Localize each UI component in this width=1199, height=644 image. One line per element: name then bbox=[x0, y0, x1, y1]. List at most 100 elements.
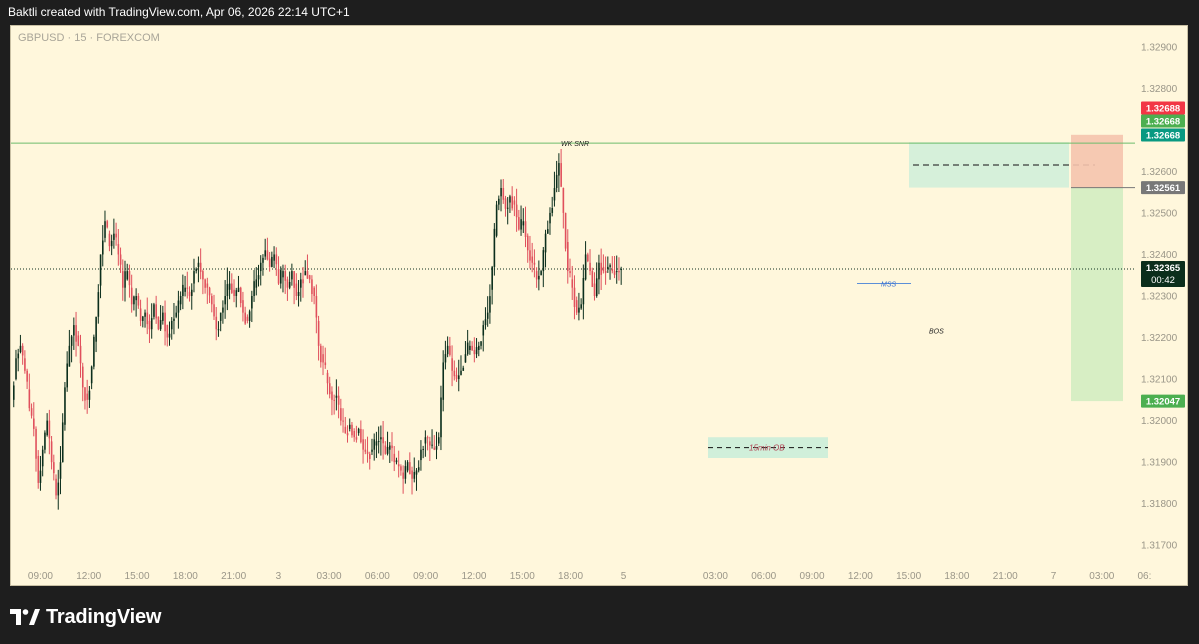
candle bbox=[124, 260, 126, 302]
candle bbox=[164, 300, 166, 346]
candle bbox=[202, 269, 204, 295]
price-chart[interactable]: 15min OB WK SNR MSS BOS 1.329001.328001.… bbox=[11, 26, 1188, 586]
time-tick-label: 09:00 bbox=[800, 571, 825, 582]
candle bbox=[259, 255, 262, 286]
candle bbox=[491, 265, 493, 305]
candle bbox=[526, 233, 529, 263]
time-tick-label: 06: bbox=[1137, 571, 1153, 582]
candle bbox=[268, 252, 271, 272]
candle bbox=[373, 433, 376, 461]
time-tick-label: 7 bbox=[1051, 571, 1057, 582]
time-tick-label: 15:00 bbox=[125, 571, 150, 582]
candle bbox=[90, 365, 93, 390]
candle bbox=[246, 314, 249, 324]
candle bbox=[540, 269, 542, 276]
candle bbox=[417, 460, 420, 473]
time-tick-label: 21:00 bbox=[993, 571, 1018, 582]
candle bbox=[506, 197, 509, 225]
candle bbox=[146, 297, 149, 335]
time-axis[interactable]: 09:00 12:00 15:00 18:00 21:00 3 03:00 06:00 09:0… bbox=[28, 571, 1153, 582]
candle bbox=[41, 445, 44, 477]
candle bbox=[179, 291, 182, 311]
price-tags: 1.32688 1.32668 1.32668 1.32561 1.32047 1.323… bbox=[1141, 101, 1185, 408]
candle bbox=[486, 296, 489, 327]
candle bbox=[119, 247, 122, 273]
candle bbox=[44, 430, 46, 454]
candle bbox=[375, 431, 378, 459]
candle bbox=[455, 367, 458, 382]
time-tick-label: 12:00 bbox=[461, 571, 486, 582]
candle bbox=[306, 254, 309, 279]
candle bbox=[320, 343, 322, 368]
candle bbox=[478, 341, 480, 357]
candle bbox=[237, 275, 240, 293]
candle bbox=[297, 280, 300, 307]
candle bbox=[21, 343, 24, 365]
candle bbox=[551, 196, 554, 217]
candle bbox=[244, 306, 246, 325]
candle bbox=[135, 288, 137, 317]
candle bbox=[175, 305, 178, 319]
candle bbox=[542, 247, 545, 288]
price-tick-label: 1.31800 bbox=[1141, 499, 1178, 510]
candle bbox=[598, 254, 600, 295]
candle bbox=[248, 309, 251, 328]
candle bbox=[466, 329, 469, 356]
candle bbox=[99, 254, 102, 299]
candle bbox=[333, 394, 335, 415]
candle bbox=[587, 252, 589, 263]
candle bbox=[13, 381, 15, 408]
candle bbox=[280, 266, 282, 289]
candle bbox=[73, 317, 75, 350]
candle bbox=[130, 274, 133, 313]
candle bbox=[133, 295, 135, 311]
price-tick-label: 1.32100 bbox=[1141, 375, 1178, 386]
candle bbox=[595, 262, 598, 298]
chart-area[interactable]: 15min OB WK SNR MSS BOS 1.32900 1.32800 1.… bbox=[10, 25, 1188, 586]
candle bbox=[538, 260, 540, 291]
tradingview-logo[interactable]: TradingView bbox=[10, 606, 161, 628]
tradingview-logo-text: TradingView bbox=[46, 605, 162, 628]
candle bbox=[602, 254, 605, 274]
candle bbox=[618, 257, 620, 281]
time-tick-label: 03:00 bbox=[1089, 571, 1114, 582]
candle bbox=[331, 386, 333, 416]
candle bbox=[159, 305, 162, 331]
time-tick-label: 3 bbox=[276, 571, 282, 582]
candle bbox=[389, 442, 391, 463]
candle bbox=[402, 465, 404, 494]
footer-bar bbox=[0, 588, 1199, 644]
candle bbox=[575, 296, 578, 316]
candle bbox=[226, 267, 229, 311]
candle bbox=[600, 248, 602, 291]
candle bbox=[422, 445, 424, 459]
take-profit-zone bbox=[1071, 187, 1123, 402]
candle bbox=[266, 237, 269, 261]
candle bbox=[193, 258, 195, 293]
price-axis[interactable]: 1.32900 1.32800 1.32600 1.32500 1.32400 1.323… bbox=[1141, 42, 1178, 551]
candle bbox=[104, 210, 106, 243]
candle bbox=[208, 286, 211, 304]
candle bbox=[511, 186, 513, 211]
candle bbox=[400, 464, 402, 476]
candle bbox=[157, 316, 160, 331]
candle bbox=[206, 277, 209, 304]
candle bbox=[195, 267, 198, 274]
candle bbox=[415, 468, 418, 491]
candle bbox=[607, 256, 609, 273]
candle bbox=[144, 309, 146, 328]
candle bbox=[168, 321, 171, 346]
candle bbox=[471, 341, 473, 351]
candle bbox=[286, 276, 289, 301]
candle bbox=[360, 420, 362, 444]
candle bbox=[304, 260, 307, 276]
candle bbox=[173, 303, 175, 335]
candle bbox=[291, 263, 293, 286]
candle bbox=[228, 271, 231, 300]
svg-text:1.32688: 1.32688 bbox=[1146, 104, 1180, 115]
candle bbox=[155, 295, 157, 324]
candle bbox=[406, 460, 409, 473]
candle bbox=[460, 355, 462, 376]
candle bbox=[88, 386, 91, 408]
candle bbox=[55, 474, 57, 500]
